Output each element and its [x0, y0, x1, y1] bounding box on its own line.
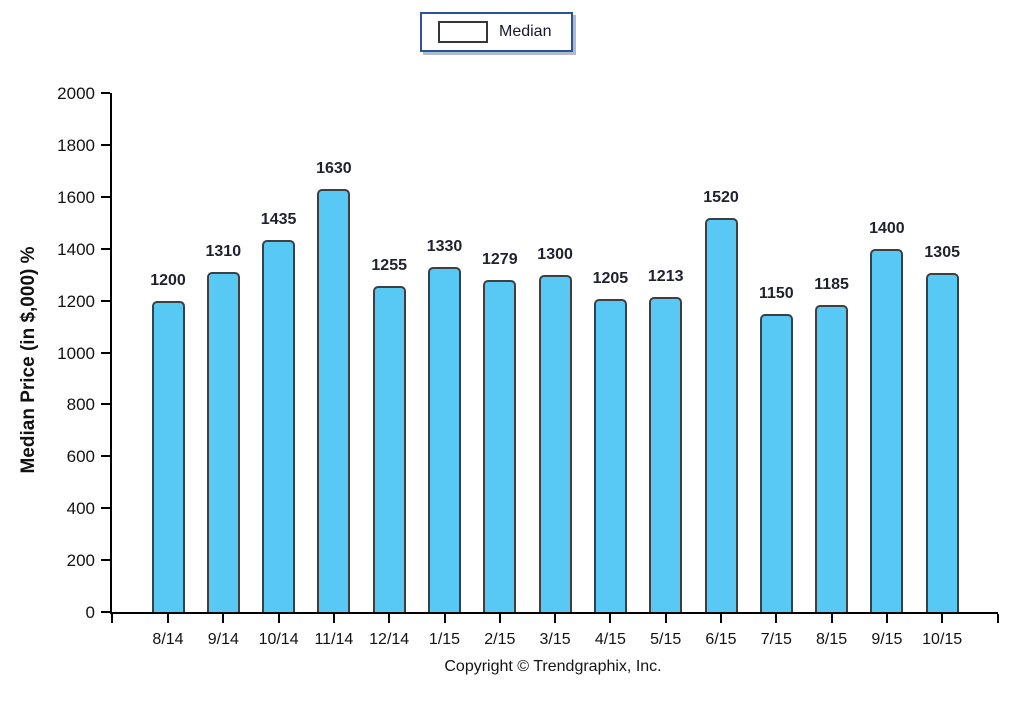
x-axis-tick	[388, 614, 391, 623]
y-axis-tick	[101, 559, 110, 562]
x-axis-tick-label: 3/15	[539, 631, 571, 648]
y-axis-tick-label: 1600	[57, 187, 95, 207]
bar	[151, 300, 185, 612]
bar	[372, 286, 406, 612]
y-axis-tick-label: 400	[66, 499, 95, 519]
x-axis-tick	[720, 614, 722, 623]
x-axis-tick-label: 7/15	[760, 631, 792, 648]
x-axis-tick	[941, 614, 944, 623]
x-axis-tick	[332, 614, 335, 623]
bar	[925, 273, 959, 612]
legend-swatch	[438, 21, 488, 43]
bar-value-label: 1279	[482, 251, 518, 269]
y-axis-tick-label: 1800	[57, 135, 95, 155]
x-axis-tick-label: 9/14	[207, 631, 239, 648]
x-axis-tick	[609, 614, 612, 623]
y-axis-tick-label: 600	[66, 447, 95, 467]
x-axis-tick	[554, 614, 557, 623]
plot-area: 0 200 400 600 800 1000 1200 1400 1600 1800 2000 120…	[57, 85, 999, 648]
x-axis-tick	[885, 614, 888, 623]
y-axis-tick	[101, 403, 110, 406]
x-axis-tick-label: 1/15	[428, 631, 461, 648]
x-axis-tick	[222, 614, 225, 623]
bar-value-label: 1435	[260, 210, 297, 228]
y-axis-tick	[101, 455, 110, 458]
x-axis-tick	[830, 614, 833, 623]
y-axis-tick	[101, 247, 110, 250]
bar	[815, 304, 849, 612]
x-axis-tick	[775, 614, 778, 623]
x-axis-tick-label: 5/15	[650, 631, 682, 648]
copyright-text: Copyright © Trendgraphix, Inc.	[444, 658, 662, 675]
y-axis-tick	[101, 507, 110, 510]
x-axis-tick	[167, 614, 169, 623]
y-axis-tick	[101, 143, 110, 146]
bar-value-label: 1205	[592, 270, 629, 288]
bar	[317, 189, 351, 612]
y-axis-tick-label: 1000	[57, 343, 95, 363]
x-axis-boundary-tick	[111, 614, 113, 623]
bar-value-label: 1200	[150, 271, 186, 289]
x-axis-tick-label: 2/15	[484, 631, 516, 648]
x-axis-tick	[443, 614, 446, 623]
x-axis-tick-label: 8/15	[816, 631, 848, 648]
x-axis-tick	[498, 614, 501, 623]
x-axis-tick-label: 10/14	[258, 631, 299, 648]
bar-value-label: 1150	[758, 284, 794, 302]
bar-value-label: 1185	[814, 275, 849, 293]
x-axis-tick-label: 10/15	[922, 631, 963, 648]
x-axis-tick-label: 12/14	[369, 631, 410, 648]
bar-value-label: 1630	[316, 160, 352, 178]
x-axis-tick-label: 9/15	[871, 631, 903, 648]
bar-value-label: 1400	[869, 219, 905, 237]
bar-value-label: 1520	[703, 188, 739, 206]
y-axis-tick-label: 1400	[57, 239, 95, 259]
bar-value-label: 1213	[647, 268, 684, 286]
bar	[649, 297, 683, 612]
bar-value-label: 1310	[205, 243, 242, 261]
x-axis-tick	[664, 614, 667, 623]
bar-value-label: 1305	[924, 244, 960, 262]
bar	[759, 313, 793, 612]
bar-value-label: 1300	[537, 245, 573, 263]
y-axis-tick	[101, 92, 110, 94]
bar	[704, 217, 738, 612]
legend-label: Median	[499, 23, 552, 40]
x-axis-tick	[277, 614, 280, 623]
bar	[206, 272, 240, 612]
bar	[593, 299, 627, 612]
x-axis-tick-label: 8/14	[152, 631, 184, 648]
x-axis-tick-label: 6/15	[705, 631, 737, 648]
y-axis-tick-label: 1200	[57, 291, 95, 311]
y-axis-tick	[101, 351, 110, 354]
y-axis-tick-label: 0	[85, 603, 95, 622]
bar	[870, 248, 904, 612]
y-axis-tick	[101, 299, 110, 302]
bar	[538, 274, 572, 612]
y-axis-tick	[101, 195, 110, 198]
x-axis-tick-label: 4/15	[594, 631, 626, 648]
bar	[262, 239, 296, 612]
legend: Median	[420, 12, 573, 52]
bar	[428, 266, 461, 612]
y-axis-tick	[101, 611, 110, 613]
bar	[483, 280, 517, 612]
bar-value-label: 1330	[426, 237, 463, 255]
y-axis-tick-label: 2000	[57, 84, 95, 103]
y-axis-tick-label: 800	[66, 395, 95, 415]
x-axis-boundary-tick	[997, 614, 999, 623]
y-axis-tick-label: 200	[66, 551, 95, 571]
bar-value-label: 1255	[371, 257, 407, 275]
x-axis-tick-label: 11/14	[314, 631, 354, 648]
